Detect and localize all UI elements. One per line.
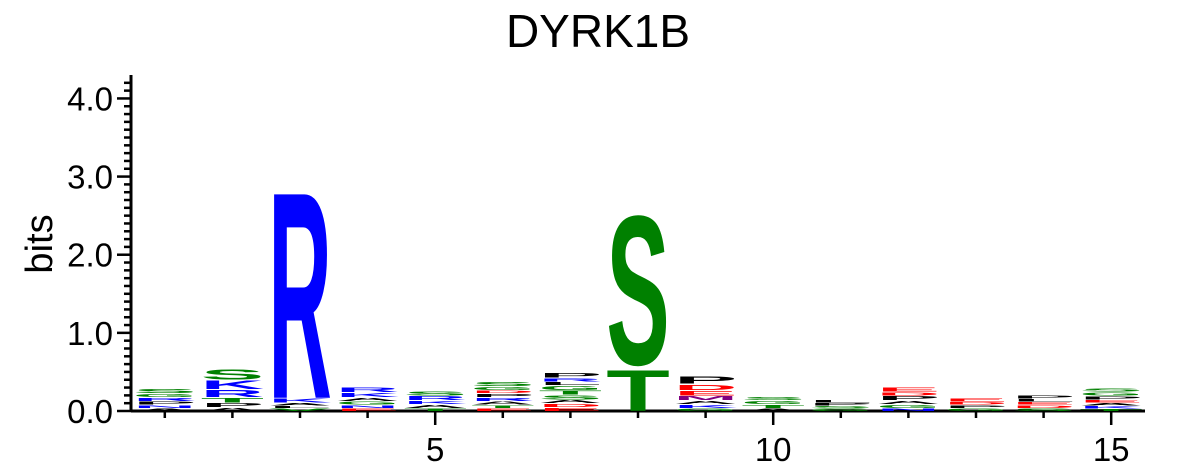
logo-letter: N [133,404,197,408]
logo-letter: E [1012,401,1076,405]
logo-letter: S [606,172,670,410]
logo-letter: P [1012,394,1076,399]
logo-letter: K [201,379,265,392]
logo-letter: G [674,408,738,412]
logo-letter: N [336,404,400,408]
x-axis: 5 10 15 [131,409,1145,468]
logo-letter: T [201,396,265,404]
logo-letter: K [674,404,738,409]
y-tick-label: 1.0 [67,315,113,352]
logo-letter: V [268,408,332,412]
logo-letter: D [877,391,941,396]
logo-letter: T [539,389,603,396]
logo-letter: A [471,400,535,405]
y-tick-label: 3.0 [67,159,113,196]
logo-letter: S [1012,408,1076,412]
logo-letter: T [606,359,670,424]
logo-letter: G [133,393,197,398]
logo-letter: E [471,408,535,412]
logo-letter: E [674,389,738,397]
logo-letter: A [877,400,941,405]
logo-letter: A [336,397,400,402]
logo-letter: K [403,400,467,405]
logo-letter: L [809,399,873,403]
logo-letter: G [336,400,400,405]
logo-letter: T [403,407,467,411]
y-axis: 0.0 1.0 2.0 3.0 4.0 [67,75,133,430]
logo-letter: D [944,401,1008,405]
y-tick-label: 2.0 [67,237,113,274]
logo-letter: L [1012,398,1076,402]
logo-letter: K [268,397,332,403]
chart-title: DYRK1B [506,5,690,57]
logo-letter: A [133,408,197,412]
logo-letter: E [1079,399,1143,403]
logo-letter: K [1079,405,1143,409]
logo-letter: G [471,386,535,391]
logo-letter: G [809,408,873,411]
logo-letter: P [201,402,265,408]
logo-letter: S [133,388,197,394]
logo-letter: R [471,397,535,402]
logo-letter: R [336,386,400,394]
logo-letter: R [403,395,467,401]
logo-letter: S [1079,387,1143,392]
y-tick-label: 4.0 [67,80,113,117]
y-axis-label: bits [19,214,61,273]
logo-letter: A [268,402,332,406]
logo-letter: R [539,377,603,382]
logo-letter: G [944,408,1008,412]
logo-letter: R [268,132,332,461]
logo-letter: S [201,367,265,383]
logo-letter: P [674,375,738,386]
logo-letter: S [539,394,603,400]
logo-letter: D [1012,404,1076,408]
logo-letter: E [877,386,941,392]
logo-letter: T [471,404,535,408]
logo-letter: A [741,408,805,412]
logo-letter: A [1079,402,1143,406]
logo-letter: E [539,407,603,412]
logo-letter: P [809,402,873,406]
logo-letter: A [674,400,738,405]
logo-letter: S [403,390,467,396]
logo-letter: G [877,404,941,409]
logo-letter: L [539,381,603,386]
logo-letter: R [133,397,197,402]
logo-letter: T [1079,408,1143,411]
x-tick-label: 15 [1093,431,1130,468]
logo-letter: G [539,385,603,391]
logo-letter: L [268,405,332,408]
logo-letter: E [336,408,400,412]
x-tick-label: 10 [755,431,792,468]
logo-letter: A [539,399,603,404]
logo-letter: S [471,381,535,387]
logo-letter: D [674,383,738,392]
logo-letter: G [1079,391,1143,396]
logo-letter: P [539,371,603,379]
logo-letter: A [403,404,467,409]
x-tick-label: 5 [426,431,444,468]
logo-letter: N [877,408,941,412]
logo-letter: P [877,395,941,401]
logo-letter: T [741,403,805,408]
y-tick-label: 0.0 [67,393,113,430]
logo-letter: A [201,407,265,412]
logo-letter: K [336,392,400,398]
logo-letter: P [133,400,197,405]
logo-letter: E [944,397,1008,402]
logo-letter: P [944,404,1008,408]
logo-letter: P [1079,395,1143,400]
logo-letter: R [201,388,265,399]
logo-letter: S [809,405,873,409]
logo-letter: G [741,400,805,405]
logo-letter: D [539,403,603,408]
logo-letter: S [741,396,805,401]
logo-letter: M [674,395,738,401]
logo-letter: D [471,390,535,394]
logo-letter: P [471,393,535,398]
